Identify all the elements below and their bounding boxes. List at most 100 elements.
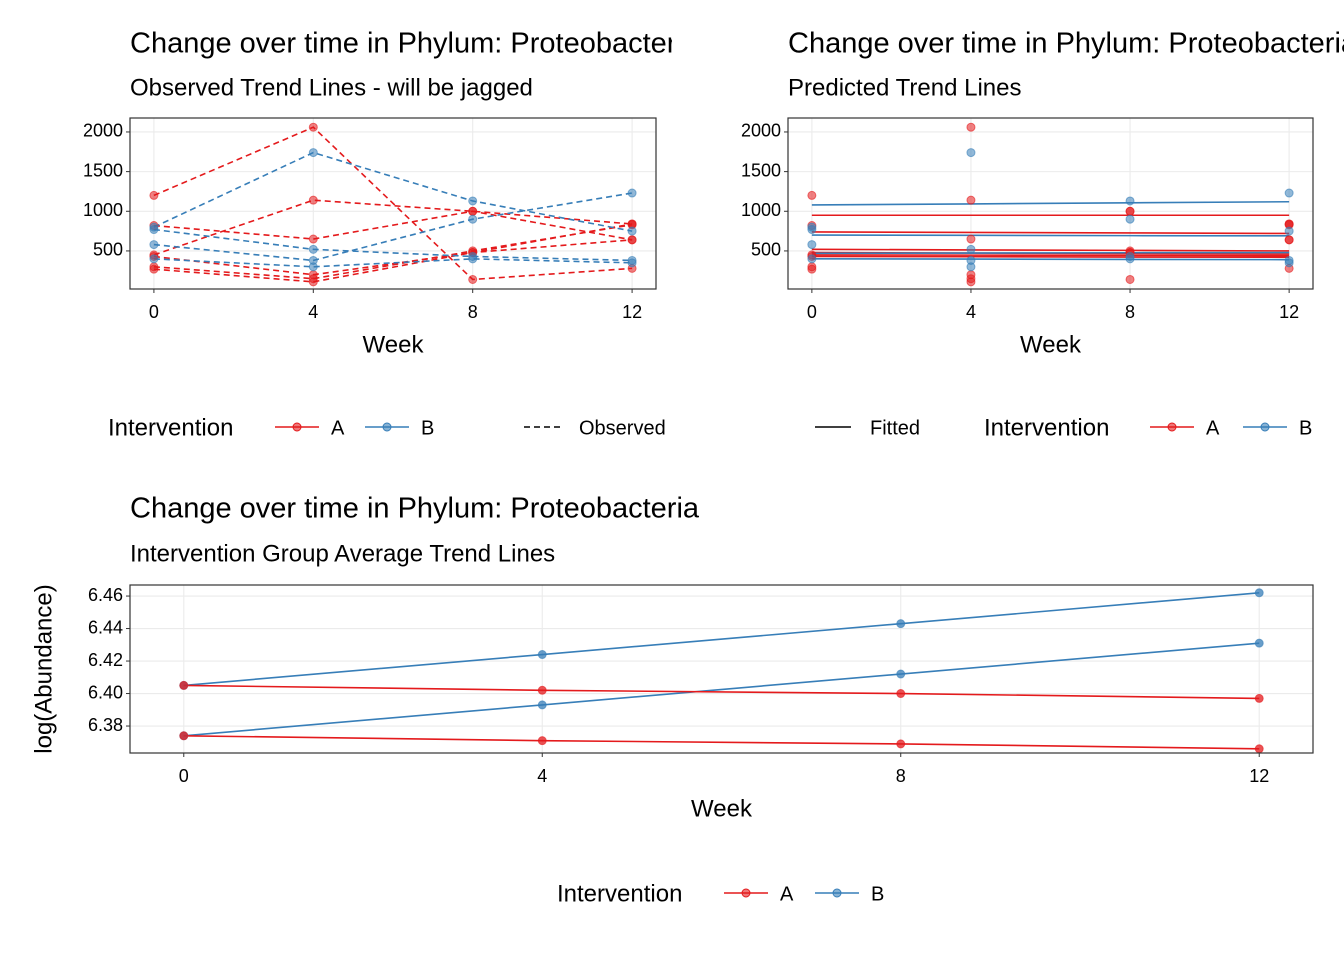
plot-background [130, 585, 1313, 753]
fitted-line [811, 251, 1290, 255]
point [807, 190, 817, 200]
fitted-line [811, 255, 1290, 259]
y-tick-label: 1000 [83, 200, 123, 220]
point [468, 274, 478, 284]
y-tick-label: 6.38 [88, 715, 123, 735]
trend-line [183, 592, 1260, 687]
point [807, 264, 817, 274]
trend-line [153, 228, 633, 262]
chart-title: Change over time in Phylum: Proteobacter… [130, 28, 700, 60]
trend-line [153, 223, 633, 276]
plot-border [787, 117, 1314, 290]
point [627, 226, 637, 236]
chart-subtitle: Intervention Group Average Trend Lines [130, 540, 555, 567]
legend-title: Intervention [108, 414, 233, 441]
x-axis-label: Week [1020, 331, 1082, 358]
point [966, 195, 976, 205]
y-tick-label: 6.42 [88, 650, 123, 670]
legend-key-point [382, 422, 392, 432]
y-tick-label: 2000 [741, 121, 781, 141]
point [537, 650, 547, 660]
panel: 500 1000 1500 2000 0 4 8 12 Change over time in … [741, 28, 1344, 442]
x-tick-label: 4 [537, 766, 547, 786]
legend-label: A [331, 417, 345, 439]
y-tick-label: 1500 [83, 160, 123, 180]
point [627, 258, 637, 268]
fitted-line [811, 254, 1290, 257]
legend-label: Observed [579, 417, 666, 439]
fitted-line [811, 231, 1290, 235]
point [1254, 638, 1264, 648]
point [468, 196, 478, 206]
chart-subtitle: Predicted Trend Lines [788, 74, 1021, 101]
point [627, 235, 637, 245]
legend-key-point [292, 422, 302, 432]
point [1125, 214, 1135, 224]
x-tick-label: 4 [966, 302, 976, 322]
legend-title: Intervention [557, 880, 682, 907]
trend-line [153, 239, 633, 283]
trend-line [183, 734, 1260, 750]
point [1254, 744, 1264, 754]
point [966, 122, 976, 132]
legend-label: A [780, 883, 794, 905]
point [896, 739, 906, 749]
panel: 6.38 6.40 6.42 6.44 6.46 0 4 8 12 Change over tim… [30, 493, 1314, 907]
point [1284, 235, 1294, 245]
trend-line [153, 199, 633, 256]
point [896, 619, 906, 629]
y-tick-label: 1500 [741, 160, 781, 180]
trend-line [153, 151, 633, 232]
trend-line [183, 684, 1260, 700]
plot-border [129, 584, 1314, 754]
y-tick-label: 1000 [741, 200, 781, 220]
point [966, 262, 976, 272]
point [537, 700, 547, 710]
fitted-line [811, 200, 1290, 206]
legend-key-point [1167, 422, 1177, 432]
trend-line [153, 126, 633, 281]
point [308, 122, 318, 132]
y-tick-label: 500 [751, 240, 781, 260]
y-tick-label: 6.44 [88, 617, 123, 637]
legend-title: Intervention [984, 414, 1109, 441]
point [149, 225, 159, 235]
point [807, 225, 817, 235]
point [468, 206, 478, 216]
x-tick-label: 12 [622, 302, 642, 322]
y-tick-label: 500 [93, 240, 123, 260]
point [308, 195, 318, 205]
point [149, 240, 159, 250]
chart-subtitle: Observed Trend Lines - will be jagged [130, 74, 533, 101]
x-axis-label: Week [363, 331, 425, 358]
point [1284, 258, 1294, 268]
x-tick-label: 8 [896, 766, 906, 786]
x-tick-label: 12 [1279, 302, 1299, 322]
x-tick-label: 4 [308, 302, 318, 322]
trend-line [153, 210, 633, 241]
point [537, 685, 547, 695]
y-tick-label: 2000 [83, 121, 123, 141]
chart-title: Change over time in Phylum: Proteobacter… [130, 493, 700, 525]
legend-label: B [421, 417, 434, 439]
legend-key-point [1260, 422, 1270, 432]
point [468, 254, 478, 264]
x-tick-label: 12 [1249, 766, 1269, 786]
point [1284, 188, 1294, 198]
fitted-line [811, 248, 1290, 252]
point [966, 244, 976, 254]
x-tick-label: 8 [1125, 302, 1135, 322]
point [149, 190, 159, 200]
point [308, 148, 318, 158]
legend-label: B [1299, 417, 1312, 439]
point [1125, 196, 1135, 206]
point [537, 736, 547, 746]
x-tick-label: 0 [807, 302, 817, 322]
x-tick-label: 0 [179, 766, 189, 786]
point [807, 254, 817, 264]
point [966, 234, 976, 244]
point [308, 234, 318, 244]
point [1254, 693, 1264, 703]
y-tick-label: 6.46 [88, 585, 123, 605]
point [179, 680, 189, 690]
